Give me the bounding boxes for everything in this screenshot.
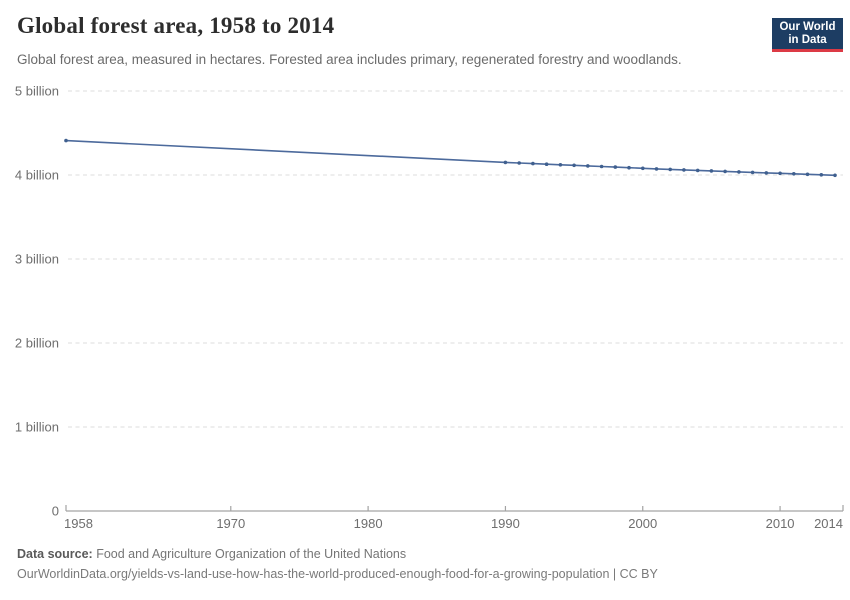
- x-tick-label: 2010: [766, 516, 795, 531]
- data-source-line: Data source: Food and Agriculture Organi…: [17, 547, 658, 561]
- chart-footer: Data source: Food and Agriculture Organi…: [17, 547, 658, 587]
- data-point-marker: [682, 168, 686, 172]
- data-point-marker: [709, 169, 714, 173]
- data-point-marker: [737, 170, 741, 174]
- x-tick-label: 2014: [814, 516, 843, 531]
- data-point-marker: [531, 161, 535, 166]
- owid-logo: Our World in Data: [772, 18, 843, 52]
- data-point-marker: [750, 170, 755, 175]
- y-tick-label: 3 billion: [15, 252, 59, 267]
- data-point-marker: [627, 165, 631, 170]
- forest-area-line: [65, 139, 836, 177]
- data-point-marker: [503, 160, 508, 165]
- y-tick-label: 1 billion: [15, 420, 59, 435]
- data-point-marker: [599, 164, 604, 169]
- citation-line: OurWorldinData.org/yields-vs-land-use-ho…: [17, 567, 658, 581]
- data-point-marker: [558, 163, 563, 167]
- data-point-marker: [572, 163, 576, 168]
- x-tick-label: 1980: [354, 516, 383, 531]
- data-point-marker: [544, 162, 549, 166]
- data-point-marker: [792, 172, 796, 176]
- data-point-marker: [764, 171, 769, 175]
- x-tick-label: 1990: [491, 516, 520, 531]
- data-point-marker: [517, 161, 521, 165]
- y-tick-label: 4 billion: [15, 168, 59, 183]
- page-title: Global forest area, 1958 to 2014: [17, 13, 335, 38]
- data-point-marker: [586, 164, 590, 168]
- data-point-marker: [654, 167, 659, 171]
- data-point-marker: [668, 167, 672, 172]
- owid-logo-line2: in Data: [788, 34, 827, 46]
- data-point-marker: [695, 168, 700, 173]
- y-tick-label: 2 billion: [15, 336, 59, 351]
- y-tick-label: 0: [52, 504, 59, 519]
- data-point-marker: [819, 173, 824, 177]
- page-subtitle: Global forest area, measured in hectares…: [17, 52, 682, 67]
- data-point-marker: [64, 138, 68, 143]
- data-source-text: Food and Agriculture Organization of the…: [96, 547, 407, 561]
- data-point-marker: [723, 169, 727, 174]
- data-point-marker: [613, 165, 618, 169]
- y-tick-label: 5 billion: [15, 84, 59, 99]
- data-point-marker: [778, 171, 782, 176]
- x-tick-label: 2000: [628, 516, 657, 531]
- data-point-marker: [641, 166, 645, 171]
- data-point-marker: [805, 172, 810, 177]
- data-source-label: Data source:: [17, 547, 93, 561]
- owid-logo-line1: Our World: [779, 21, 836, 33]
- x-tick-label: 1970: [216, 516, 245, 531]
- line-chart: 0 1 billion 2 billion 3 billion 4 billion 5 b…: [15, 84, 844, 531]
- data-point-marker: [833, 173, 837, 178]
- x-tick-label: 1958: [64, 516, 93, 531]
